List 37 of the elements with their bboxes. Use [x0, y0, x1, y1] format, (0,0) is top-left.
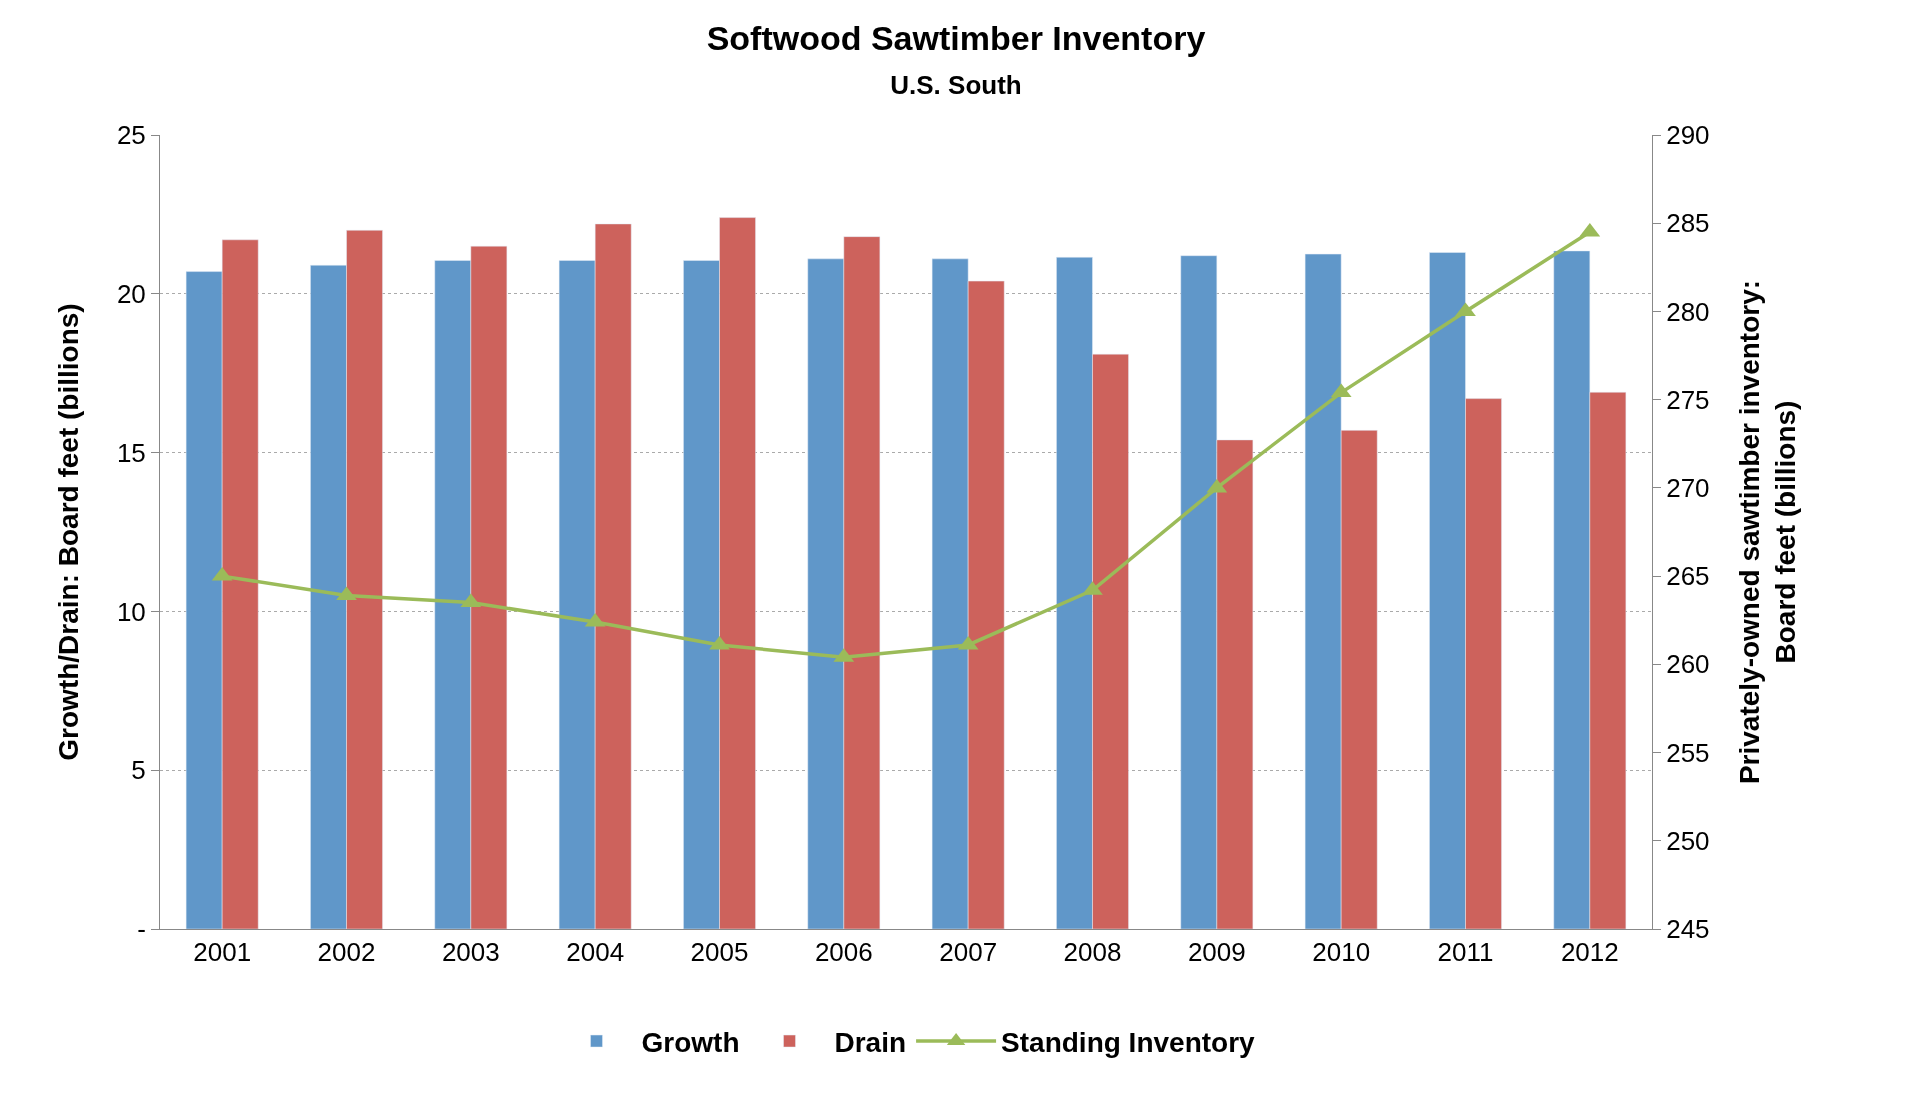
y-tick-label: 10 [116, 596, 146, 627]
x-tick-label: 2005 [690, 937, 749, 968]
x-tick-label: 2004 [566, 937, 625, 968]
y2-tick-label: 265 [1666, 561, 1710, 592]
y-tick-label: 20 [116, 278, 146, 309]
y2-tick-label: 285 [1666, 208, 1710, 239]
y2-tick-label: 270 [1666, 472, 1710, 503]
x-tick-label: 2009 [1187, 937, 1246, 968]
x-tick-label: 2003 [441, 937, 500, 968]
legend-label: Standing Inventory [1001, 1026, 1256, 1058]
y2-axis-title: Privately-owned sawtimber inventory: Board feet (billions) [1733, 279, 1802, 785]
y2-tick-label: 245 [1666, 914, 1710, 945]
y2-tick-label: 250 [1666, 825, 1710, 856]
x-tick-label: 2006 [814, 937, 873, 968]
y2-tick-label: 275 [1666, 384, 1710, 415]
y2-tick-label: 260 [1666, 649, 1710, 680]
legend-label: Drain [834, 1026, 907, 1058]
y2-tick-label: 280 [1666, 296, 1710, 327]
point [336, 586, 357, 601]
chart-title: Softwood Sawtimber Inventory [706, 18, 1206, 57]
y-tick-label: - [137, 914, 146, 945]
x-tick-label: 2008 [1063, 937, 1122, 968]
x-tick-label: 2012 [1560, 937, 1619, 968]
y-tick-label: 25 [116, 120, 146, 151]
y-tick-label: 15 [116, 437, 146, 468]
x-tick-label: 2002 [317, 937, 376, 968]
y2-tick-label: 290 [1666, 120, 1710, 151]
y-axis-title: Growth/Drain: Board feet (billions) [52, 303, 84, 761]
x-tick-label: 2010 [1312, 937, 1371, 968]
x-tick-label: 2001 [193, 937, 252, 968]
point [709, 635, 730, 650]
y-tick-label: 5 [131, 755, 146, 786]
y2-tick-label: 255 [1666, 737, 1710, 768]
x-tick-label: 2011 [1437, 937, 1494, 968]
x-tick-label: 2007 [939, 937, 998, 968]
chart-subtitle: U.S. South [890, 69, 1022, 100]
legend-label: Growth [641, 1026, 740, 1058]
